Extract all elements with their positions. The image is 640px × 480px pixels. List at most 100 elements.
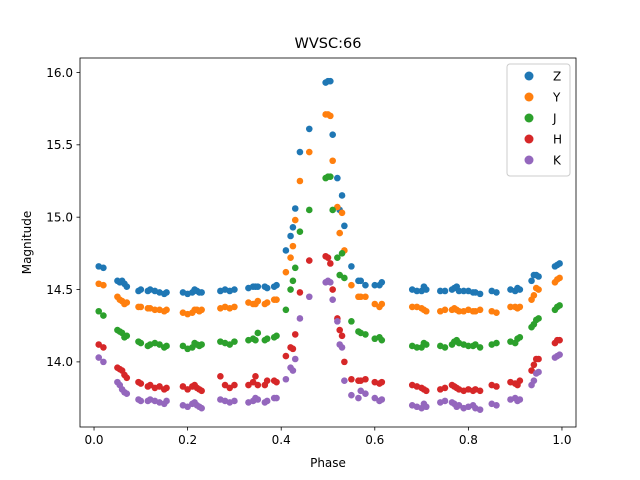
point-H — [231, 381, 238, 389]
legend-marker-J — [524, 113, 534, 123]
point-Z — [296, 148, 304, 156]
point-K — [198, 404, 205, 412]
point-H — [282, 352, 290, 360]
point-J — [329, 206, 336, 214]
point-Y — [100, 281, 107, 289]
x-tick-label: 1.0 — [552, 433, 571, 447]
point-K — [231, 397, 238, 405]
point-Z — [289, 224, 297, 231]
y-tick-label: 15.5 — [46, 138, 73, 152]
point-Y — [535, 286, 542, 293]
point-H — [329, 286, 336, 293]
point-H — [291, 331, 299, 338]
point-Z — [371, 281, 379, 289]
point-H — [305, 257, 313, 264]
point-Z — [413, 287, 421, 295]
point-H — [362, 375, 369, 383]
point-K — [273, 394, 280, 402]
legend-label-Z: Z — [553, 69, 561, 83]
point-K — [476, 406, 484, 413]
series-Z — [95, 77, 563, 298]
point-K — [327, 278, 334, 286]
x-tick-label: 0.8 — [459, 433, 478, 447]
point-K — [296, 315, 304, 322]
point-K — [493, 401, 500, 409]
x-tick-label: 0.0 — [84, 433, 103, 447]
point-K — [254, 396, 262, 403]
point-Y — [151, 306, 159, 314]
point-H — [341, 358, 348, 366]
point-Z — [329, 131, 336, 138]
point-H — [338, 332, 346, 340]
point-Z — [287, 232, 294, 240]
point-J — [263, 335, 271, 343]
point-Z — [516, 286, 524, 293]
legend-label-J: J — [552, 111, 557, 125]
point-J — [163, 342, 170, 350]
point-Y — [530, 292, 538, 299]
point-Y — [327, 112, 334, 120]
point-H — [493, 383, 500, 390]
x-axis-label: Phase — [310, 456, 346, 470]
point-K — [348, 391, 355, 399]
series-J — [95, 173, 563, 353]
legend-label-Y: Y — [552, 90, 561, 104]
series-Y — [95, 111, 563, 318]
point-J — [493, 339, 500, 347]
point-H — [100, 344, 107, 351]
point-Y — [493, 309, 500, 316]
point-Z — [198, 289, 205, 296]
legend-marker-Y — [524, 92, 534, 102]
point-H — [556, 336, 563, 344]
point-H — [289, 345, 297, 353]
point-Z — [535, 273, 542, 280]
point-J — [95, 307, 103, 315]
x-tick-label: 0.4 — [272, 433, 291, 447]
legend-label-H: H — [553, 132, 562, 146]
point-K — [362, 390, 369, 398]
point-Z — [422, 286, 430, 293]
y-tick-label: 14.0 — [46, 355, 73, 369]
point-Z — [357, 277, 365, 285]
point-Z — [476, 290, 484, 298]
point-H — [476, 387, 484, 395]
point-Y — [329, 157, 336, 165]
point-J — [338, 250, 346, 257]
point-H — [324, 254, 332, 261]
point-J — [362, 331, 369, 338]
y-tick-label: 16.0 — [46, 66, 73, 80]
point-Y — [263, 299, 271, 306]
axes — [79, 57, 577, 428]
point-Z — [254, 283, 262, 290]
point-J — [378, 336, 386, 344]
x-tick-label: 0.6 — [365, 433, 384, 447]
point-K — [530, 377, 538, 384]
point-K — [341, 377, 348, 384]
point-Y — [362, 293, 369, 301]
point-H — [327, 260, 334, 267]
point-Z — [305, 125, 313, 133]
y-tick-label: 14.5 — [46, 283, 73, 297]
point-Z — [263, 284, 271, 292]
point-Z — [493, 289, 500, 296]
point-H — [252, 373, 259, 380]
point-K — [535, 368, 542, 376]
point-J — [273, 332, 280, 340]
point-Y — [282, 268, 290, 276]
point-H — [378, 378, 386, 386]
point-Y — [357, 293, 365, 301]
point-K — [305, 293, 313, 301]
point-Y — [441, 306, 449, 314]
point-H — [137, 380, 145, 387]
point-J — [441, 344, 449, 351]
point-K — [556, 351, 563, 358]
point-Y — [476, 306, 484, 314]
point-Y — [137, 303, 145, 311]
point-J — [348, 318, 355, 325]
chart-title: WVSC:66 — [295, 36, 362, 52]
x-tick-label: 0.2 — [178, 433, 197, 447]
point-J — [123, 332, 131, 340]
point-Z — [338, 192, 346, 199]
